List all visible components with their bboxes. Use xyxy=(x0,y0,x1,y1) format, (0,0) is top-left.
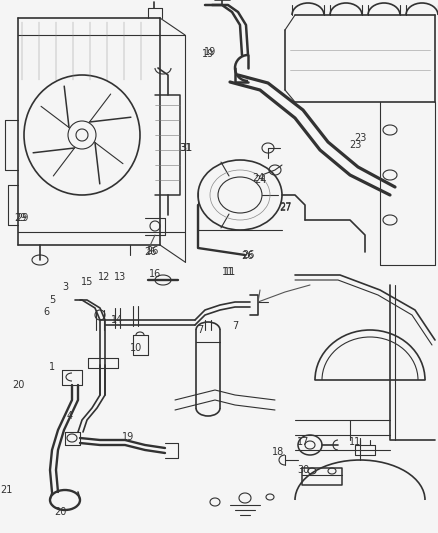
Text: 30: 30 xyxy=(297,465,309,475)
Text: 23: 23 xyxy=(349,140,361,150)
Text: 17: 17 xyxy=(297,437,309,447)
Text: 31: 31 xyxy=(180,143,192,153)
Text: 18: 18 xyxy=(272,447,284,457)
Text: 29: 29 xyxy=(16,213,28,223)
Text: 21: 21 xyxy=(0,485,12,495)
Text: 1: 1 xyxy=(49,362,55,372)
Text: 4: 4 xyxy=(67,411,73,421)
Text: 26: 26 xyxy=(146,246,158,256)
Text: 20: 20 xyxy=(54,507,66,517)
Text: 19: 19 xyxy=(122,432,134,442)
Text: 19: 19 xyxy=(202,49,214,59)
Text: 10: 10 xyxy=(130,343,142,353)
Text: 29: 29 xyxy=(14,213,26,223)
Text: 15: 15 xyxy=(81,277,93,287)
Text: 24: 24 xyxy=(254,175,266,185)
Text: 26: 26 xyxy=(241,251,253,261)
Text: 24: 24 xyxy=(252,173,264,183)
Text: 14: 14 xyxy=(111,315,123,325)
Text: 11: 11 xyxy=(222,267,234,277)
Text: 3: 3 xyxy=(62,282,68,292)
Text: 12: 12 xyxy=(98,272,110,282)
Text: 16: 16 xyxy=(149,269,161,279)
Text: 23: 23 xyxy=(354,133,366,143)
Text: 26: 26 xyxy=(144,247,156,257)
Text: 26: 26 xyxy=(242,250,254,260)
Text: 27: 27 xyxy=(279,203,291,213)
Text: 31: 31 xyxy=(179,143,191,153)
Text: 5: 5 xyxy=(49,295,55,305)
Text: 27: 27 xyxy=(279,202,291,212)
Text: 11: 11 xyxy=(349,437,361,447)
Text: 20: 20 xyxy=(12,380,24,390)
Text: 13: 13 xyxy=(114,272,126,282)
Text: 6: 6 xyxy=(43,307,49,317)
Text: 19: 19 xyxy=(204,47,216,57)
Text: 7: 7 xyxy=(197,325,203,335)
Text: 11: 11 xyxy=(224,267,236,277)
Text: 7: 7 xyxy=(232,321,238,331)
